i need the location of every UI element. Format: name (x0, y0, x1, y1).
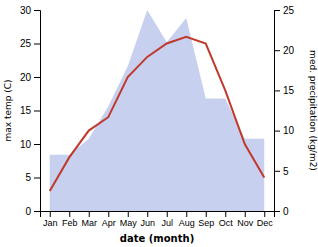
tick-label: Mar (82, 218, 98, 228)
tick-label: Sep (198, 218, 214, 228)
tick-mark (274, 131, 280, 132)
tick-label: Oct (219, 218, 234, 228)
tick-label: 15 (20, 105, 32, 116)
tick-mark (274, 50, 280, 51)
tick-label: 10 (20, 139, 32, 150)
area (50, 10, 265, 211)
y-axis-title: max temp (C) (3, 79, 13, 141)
tick-label: 30 (20, 5, 32, 16)
tick-mark (206, 211, 207, 217)
tick: Apr (102, 211, 116, 228)
tick: Jan (43, 211, 58, 228)
tick: Oct (219, 211, 234, 228)
tick: 5 (25, 172, 40, 183)
tick-label: 0 (283, 206, 289, 217)
tick-mark (167, 211, 168, 217)
tick-label: 0 (25, 206, 31, 217)
tick: 0 (274, 206, 289, 217)
plot: Jan Feb Mar Apr MayJun Jul AugSep OctNovDec 0 5 10… (20, 5, 295, 229)
tick-mark (34, 144, 40, 145)
tick: Aug (179, 211, 195, 228)
tick: 25 (20, 38, 40, 49)
axis-domain (41, 212, 275, 218)
tick-mark (34, 211, 40, 212)
tick-mark (34, 178, 40, 179)
axis-domain (34, 11, 41, 212)
marks (50, 10, 265, 211)
x-axis-title: date (month) (120, 233, 194, 244)
tick-mark (128, 211, 129, 217)
y2-axis: 0 5 10 15 20 25 (274, 5, 295, 217)
axis-domain (275, 11, 281, 212)
tick-mark (186, 211, 187, 217)
tick: 10 (20, 139, 40, 150)
tick-label: 20 (283, 45, 295, 56)
tick: 25 (274, 5, 295, 16)
tick-mark (147, 211, 148, 217)
tick: Nov (237, 211, 254, 228)
tick: Sep (198, 211, 214, 228)
tick-label: Jul (161, 218, 173, 228)
tick-label: Feb (62, 218, 78, 228)
tick-mark (274, 10, 280, 11)
tick-mark (89, 211, 90, 217)
tick-label: 15 (283, 85, 295, 96)
tick-mark (69, 211, 70, 217)
tick-mark (274, 171, 280, 172)
tick: 30 (20, 5, 40, 16)
y2-axis-title: med. precipitation (kg/m2) (308, 50, 318, 171)
tick-mark (34, 111, 40, 112)
tick-label: Jan (43, 218, 58, 228)
tick-mark (264, 211, 265, 217)
x-axis: Jan Feb Mar Apr MayJun Jul AugSep OctNovDec (41, 211, 275, 228)
tick-mark (274, 211, 280, 212)
tick-label: Dec (257, 218, 274, 228)
tick: Dec (257, 211, 274, 228)
tick: Jul (161, 211, 173, 228)
tick: Jun (140, 211, 155, 228)
tick-label: 25 (20, 38, 32, 49)
tick: May (120, 211, 138, 228)
tick-label: 5 (25, 172, 31, 183)
tick-mark (34, 44, 40, 45)
tick-label: Jun (140, 218, 155, 228)
tick-mark (225, 211, 226, 217)
tick: 20 (20, 72, 40, 83)
tick-label: May (120, 218, 138, 228)
tick-label: 25 (283, 5, 295, 16)
chart: Jan Feb Mar Apr MayJun Jul AugSep OctNovDec 0 5 10… (0, 0, 318, 247)
tick: 20 (274, 45, 295, 56)
tick-label: Nov (237, 218, 254, 228)
tick-mark (50, 211, 51, 217)
tick: 0 (25, 206, 40, 217)
tick-label: 20 (20, 72, 32, 83)
tick: 5 (274, 166, 289, 177)
tick: Mar (82, 211, 98, 228)
tick-mark (34, 77, 40, 78)
tick-label: Apr (102, 218, 116, 228)
line (50, 37, 265, 191)
tick-mark (274, 90, 280, 91)
tick-label: 10 (283, 125, 295, 136)
tick-label: 5 (283, 166, 289, 177)
tick: 15 (20, 105, 40, 116)
tick: Feb (62, 211, 78, 228)
tick: 10 (274, 125, 295, 136)
tick-mark (34, 10, 40, 11)
tick: 15 (274, 85, 295, 96)
tick-mark (108, 211, 109, 217)
y-axis: 0 5 10 15 20 25 30 (20, 5, 41, 217)
tick-mark (245, 211, 246, 217)
tick-label: Aug (179, 218, 195, 228)
